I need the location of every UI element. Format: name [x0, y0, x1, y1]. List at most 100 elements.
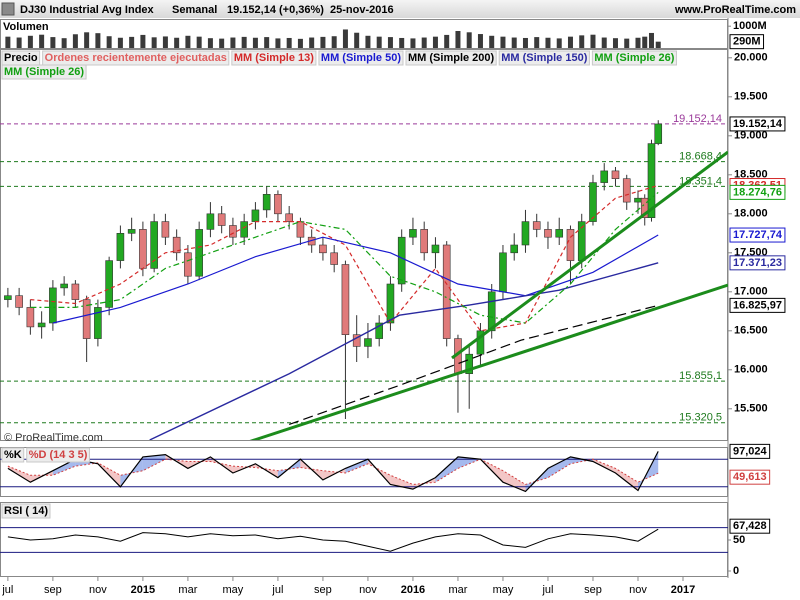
candle-body — [499, 252, 507, 293]
candle-body — [296, 221, 305, 238]
legend-entry: %D (14 3 5) — [29, 449, 88, 461]
volume-bar — [642, 36, 648, 48]
candle-body — [161, 221, 170, 238]
candle-body — [510, 244, 519, 254]
volume-bar — [230, 37, 236, 48]
volume-bar — [106, 36, 112, 48]
legend-box — [318, 50, 404, 66]
price-label-box — [729, 469, 771, 485]
price-label: 16.825,97 — [733, 299, 782, 311]
volume-label: Volumen — [3, 21, 49, 33]
volume-bar — [590, 34, 596, 48]
candle-body — [184, 252, 192, 277]
x-tick-label: 2017 — [671, 584, 695, 596]
trendline — [451, 150, 728, 360]
volume-bar — [365, 35, 371, 48]
legend-entry: Ordenes recientemente ejecutadas — [45, 52, 227, 64]
candle-body — [364, 338, 372, 347]
legend-box — [42, 50, 230, 66]
volume-bar — [387, 37, 393, 48]
candle-body — [82, 299, 91, 339]
volume-bar — [320, 36, 326, 48]
x-tick-label: jul — [541, 584, 553, 596]
candle-body — [409, 229, 417, 238]
candle-body — [544, 229, 552, 238]
candle-body — [654, 123, 663, 144]
volume-bar — [489, 35, 495, 48]
candle-body — [386, 283, 395, 324]
legend-box — [1, 64, 87, 80]
volume-bar — [286, 37, 292, 48]
candle-body — [206, 213, 215, 230]
volume-bar — [275, 38, 281, 48]
volume-bar — [264, 37, 270, 48]
volume-bar — [635, 37, 641, 48]
volume-bar — [331, 36, 337, 48]
oscillator-fill — [52, 459, 76, 476]
x-tick-label: nov — [359, 584, 377, 596]
legend-box — [498, 50, 590, 66]
price-label-box — [729, 227, 786, 243]
y-tick-label: 17.500 — [734, 247, 768, 259]
volume-bar — [477, 34, 483, 48]
line-series — [52, 234, 659, 324]
candle-body — [150, 221, 158, 269]
candle-body — [431, 244, 440, 254]
volume-bar — [601, 37, 607, 48]
candle-body — [555, 229, 564, 238]
legend-entry: RSI ( 14) — [4, 505, 48, 517]
volume-bar — [376, 36, 382, 48]
volume-bar — [612, 38, 618, 48]
candle-body — [116, 233, 125, 261]
legend-entry: MM (Simple 13) — [234, 52, 314, 64]
volume-bar — [455, 30, 461, 48]
header-bar — [0, 0, 800, 18]
y-tick-label: 0 — [733, 565, 739, 577]
candle-body — [37, 322, 46, 328]
legend-box — [591, 50, 677, 66]
volume-bar — [252, 37, 258, 48]
volume-bar — [432, 36, 438, 48]
volume-bar — [511, 37, 517, 48]
price-label: 17.727,74 — [733, 229, 783, 241]
candle-body — [127, 229, 136, 234]
line-series — [7, 458, 659, 486]
line-series — [288, 304, 659, 425]
candle-body — [172, 236, 181, 254]
y-tick-label: 20.000 — [734, 52, 768, 64]
candle-body — [341, 264, 350, 335]
y-tick-label: 1000M — [733, 20, 767, 32]
level-label: 15.855,1 — [679, 370, 722, 382]
legend-entry: MM (Simple 26) — [594, 52, 674, 64]
candle-body — [60, 283, 68, 289]
price-label: 18.274,76 — [733, 186, 782, 198]
volume-bar — [151, 37, 157, 48]
volume-bar — [39, 34, 45, 48]
watermark: © ProRealTime.com — [4, 432, 103, 444]
volume-bar — [140, 34, 146, 48]
y-tick-label: 16.500 — [734, 325, 768, 337]
price-label-box — [729, 116, 786, 132]
trendline — [249, 283, 728, 440]
header-site: www.ProRealTime.com — [674, 4, 796, 16]
volume-bar — [297, 38, 303, 48]
line-series — [7, 451, 659, 493]
volume-bar — [342, 29, 348, 48]
price-plot — [0, 120, 728, 440]
candle-body — [319, 244, 327, 254]
candle-body — [476, 330, 485, 355]
x-tick-label: sep — [314, 584, 332, 596]
volume-bar — [162, 36, 168, 48]
candle-body — [4, 295, 12, 300]
y-tick-label: 16.000 — [734, 364, 768, 376]
y-tick-label: 17.000 — [734, 286, 768, 298]
x-tick-label: nov — [89, 584, 107, 596]
candle-body — [532, 221, 541, 230]
candle-body — [330, 252, 338, 265]
candle-body — [139, 229, 147, 269]
x-tick-label: 2016 — [401, 584, 425, 596]
candle-body — [240, 221, 248, 238]
oscillator-fill — [503, 470, 526, 492]
oscillator-fill — [458, 456, 481, 469]
volume-bar — [655, 41, 661, 48]
